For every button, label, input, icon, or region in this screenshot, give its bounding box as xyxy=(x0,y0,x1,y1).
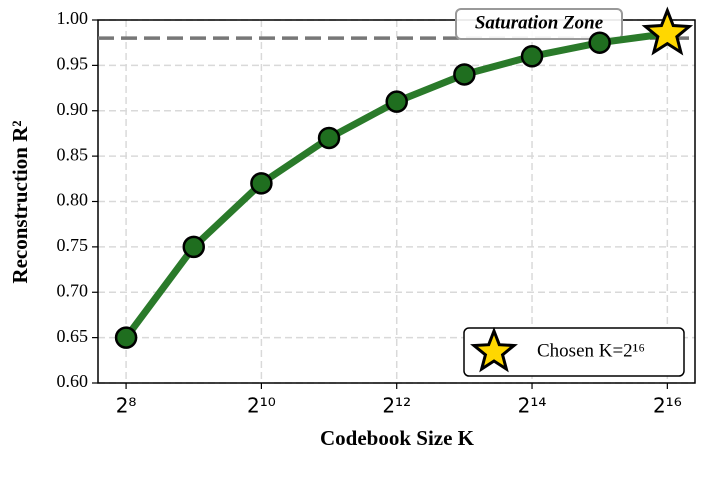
annotation: Saturation Zone xyxy=(475,12,604,33)
legend-box xyxy=(463,327,685,377)
marker xyxy=(317,126,341,150)
highlight-star xyxy=(641,6,694,56)
marker xyxy=(385,90,408,113)
y-axis-label: Reconstruction R² xyxy=(8,120,32,283)
y-tick-label: 0.60 xyxy=(57,371,89,391)
marker xyxy=(588,31,611,54)
y-tick-label: 0.85 xyxy=(57,144,89,164)
y-tick-label: 0.90 xyxy=(57,99,89,119)
x-tick-label: 2¹⁰ xyxy=(247,394,276,418)
x-tick-label: 2¹² xyxy=(382,394,411,418)
y-tick-label: 0.70 xyxy=(57,280,89,300)
y-tick-label: 0.75 xyxy=(57,235,89,255)
marker xyxy=(182,235,205,259)
x-tick-label: 2⁸ xyxy=(116,394,137,418)
legend-label: Chosen K=2¹⁶ xyxy=(537,340,645,361)
y-tick-label: 0.80 xyxy=(57,190,89,210)
x-tick-label: 2¹⁴ xyxy=(518,394,547,418)
y-tick-label: 1.00 xyxy=(57,8,89,28)
legend-star xyxy=(470,326,518,373)
x-tick-label: 2¹⁶ xyxy=(653,394,682,418)
marker xyxy=(114,326,138,349)
y-tick-label: 0.65 xyxy=(57,326,89,346)
marker xyxy=(520,45,544,68)
x-axis-label: Codebook Size K xyxy=(320,426,475,450)
marker xyxy=(453,63,476,86)
y-tick-label: 0.95 xyxy=(57,54,89,74)
annotation-box xyxy=(455,8,623,40)
marker xyxy=(250,172,273,195)
plot-frame xyxy=(97,19,696,384)
